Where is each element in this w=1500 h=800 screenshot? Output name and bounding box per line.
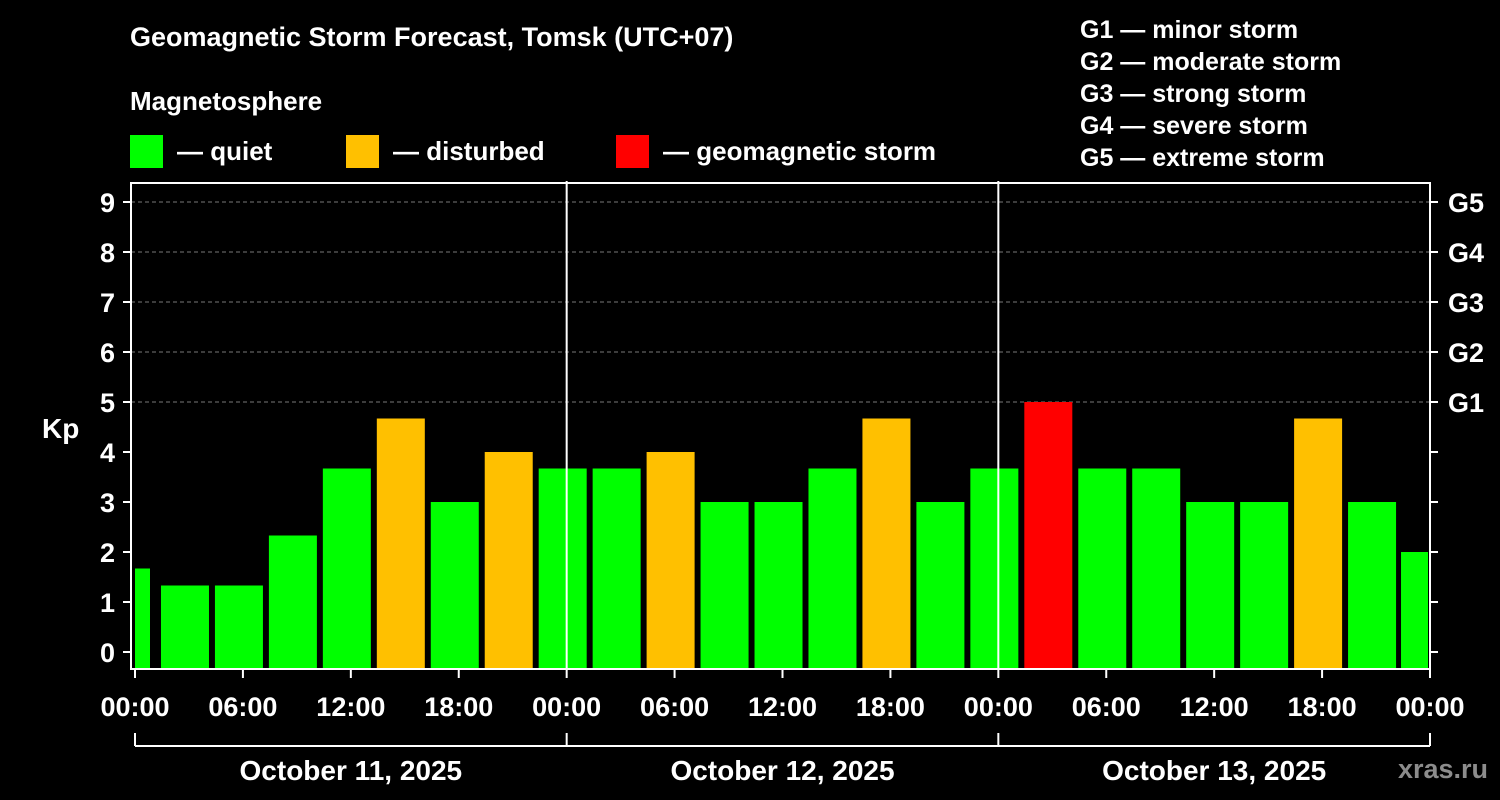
y-tick-label: 3	[100, 488, 115, 518]
x-tick-label: 00:00	[964, 692, 1033, 722]
kp-bar	[592, 468, 641, 669]
kp-bar	[1078, 468, 1127, 669]
x-tick-label: 00:00	[100, 692, 169, 722]
y-tick-label: 9	[100, 188, 115, 218]
x-tick-label: 18:00	[424, 692, 493, 722]
kp-bar	[1186, 502, 1235, 669]
x-tick-label: 00:00	[532, 692, 601, 722]
y-tick-label: 8	[100, 238, 115, 268]
kp-bar	[646, 452, 695, 669]
legend-swatch-storm	[616, 134, 649, 168]
legend-item-quiet: — quiet	[130, 134, 272, 168]
kp-bar	[538, 468, 587, 669]
y-tick-label: 1	[100, 588, 115, 618]
plot-frame	[130, 182, 1431, 670]
chart-title: Geomagnetic Storm Forecast, Tomsk (UTC+0…	[130, 22, 734, 52]
kp-bar	[322, 468, 371, 669]
x-tick-label: 06:00	[640, 692, 709, 722]
scale-item-g4: G4 — severe storm	[1080, 112, 1308, 140]
legend-label-disturbed: — disturbed	[393, 135, 545, 166]
storm-level-label: G2	[1448, 338, 1484, 368]
kp-bar	[135, 568, 150, 669]
kp-bar	[430, 502, 479, 669]
storm-level-label: G4	[1448, 238, 1484, 268]
kp-bar	[1024, 402, 1073, 669]
storm-level-label: G3	[1448, 288, 1484, 318]
y-tick-label: 7	[100, 288, 115, 318]
x-tick-label: 12:00	[748, 692, 817, 722]
day-label: October 12, 2025	[670, 755, 894, 786]
x-tick-label: 12:00	[1180, 692, 1249, 722]
scale-item-g2: G2 — moderate storm	[1080, 48, 1342, 76]
scale-item-g3: G3 — strong storm	[1080, 80, 1307, 108]
kp-bar	[1240, 502, 1289, 669]
kp-bar	[1132, 468, 1181, 669]
y-tick-label: 2	[100, 538, 115, 568]
x-tick-label: 00:00	[1395, 692, 1464, 722]
kp-bar	[862, 418, 911, 669]
kp-bar	[970, 468, 1019, 669]
kp-bar	[268, 535, 317, 669]
x-tick-label: 12:00	[316, 692, 385, 722]
kp-bar	[916, 502, 965, 669]
scale-item-g1: G1 — minor storm	[1080, 16, 1299, 44]
kp-bar	[1348, 502, 1397, 669]
x-tick-label: 06:00	[208, 692, 277, 722]
legend-swatch-disturbed	[346, 134, 379, 168]
kp-bar	[700, 502, 749, 669]
kp-bar	[160, 585, 209, 669]
y-tick-label: 5	[100, 388, 115, 418]
kp-bar	[754, 502, 803, 669]
y-tick-label: 0	[100, 638, 115, 668]
x-tick-label: 06:00	[1072, 692, 1141, 722]
storm-level-label: G5	[1448, 188, 1484, 218]
y-tick-label: 4	[100, 438, 115, 468]
legend-label-storm: — geomagnetic storm	[663, 135, 937, 166]
storm-level-label: G1	[1448, 388, 1484, 418]
kp-bar	[1401, 552, 1428, 669]
x-tick-label: 18:00	[856, 692, 925, 722]
kp-bar	[376, 418, 425, 669]
kp-bar	[214, 585, 263, 669]
y-axis-label: Kp	[42, 413, 79, 444]
kp-bar	[808, 468, 857, 669]
watermark: xras.ru	[1397, 754, 1488, 784]
y-tick-label: 6	[100, 338, 115, 368]
day-label: October 13, 2025	[1102, 755, 1326, 786]
chart-subtitle: Magnetosphere	[130, 86, 323, 116]
day-label: October 11, 2025	[240, 755, 463, 786]
legend-item-disturbed: — disturbed	[346, 134, 545, 168]
legend-item-storm: — geomagnetic storm	[616, 134, 936, 168]
scale-item-g5: G5 — extreme storm	[1080, 144, 1325, 172]
legend-swatch-quiet	[130, 134, 163, 168]
x-tick-label: 18:00	[1288, 692, 1357, 722]
storm-scale-legend: G1 — minor storm G2 — moderate storm G3 …	[1080, 14, 1341, 174]
kp-bar	[1294, 418, 1343, 669]
kp-bar	[484, 452, 533, 669]
legend-label-quiet: — quiet	[177, 135, 273, 166]
